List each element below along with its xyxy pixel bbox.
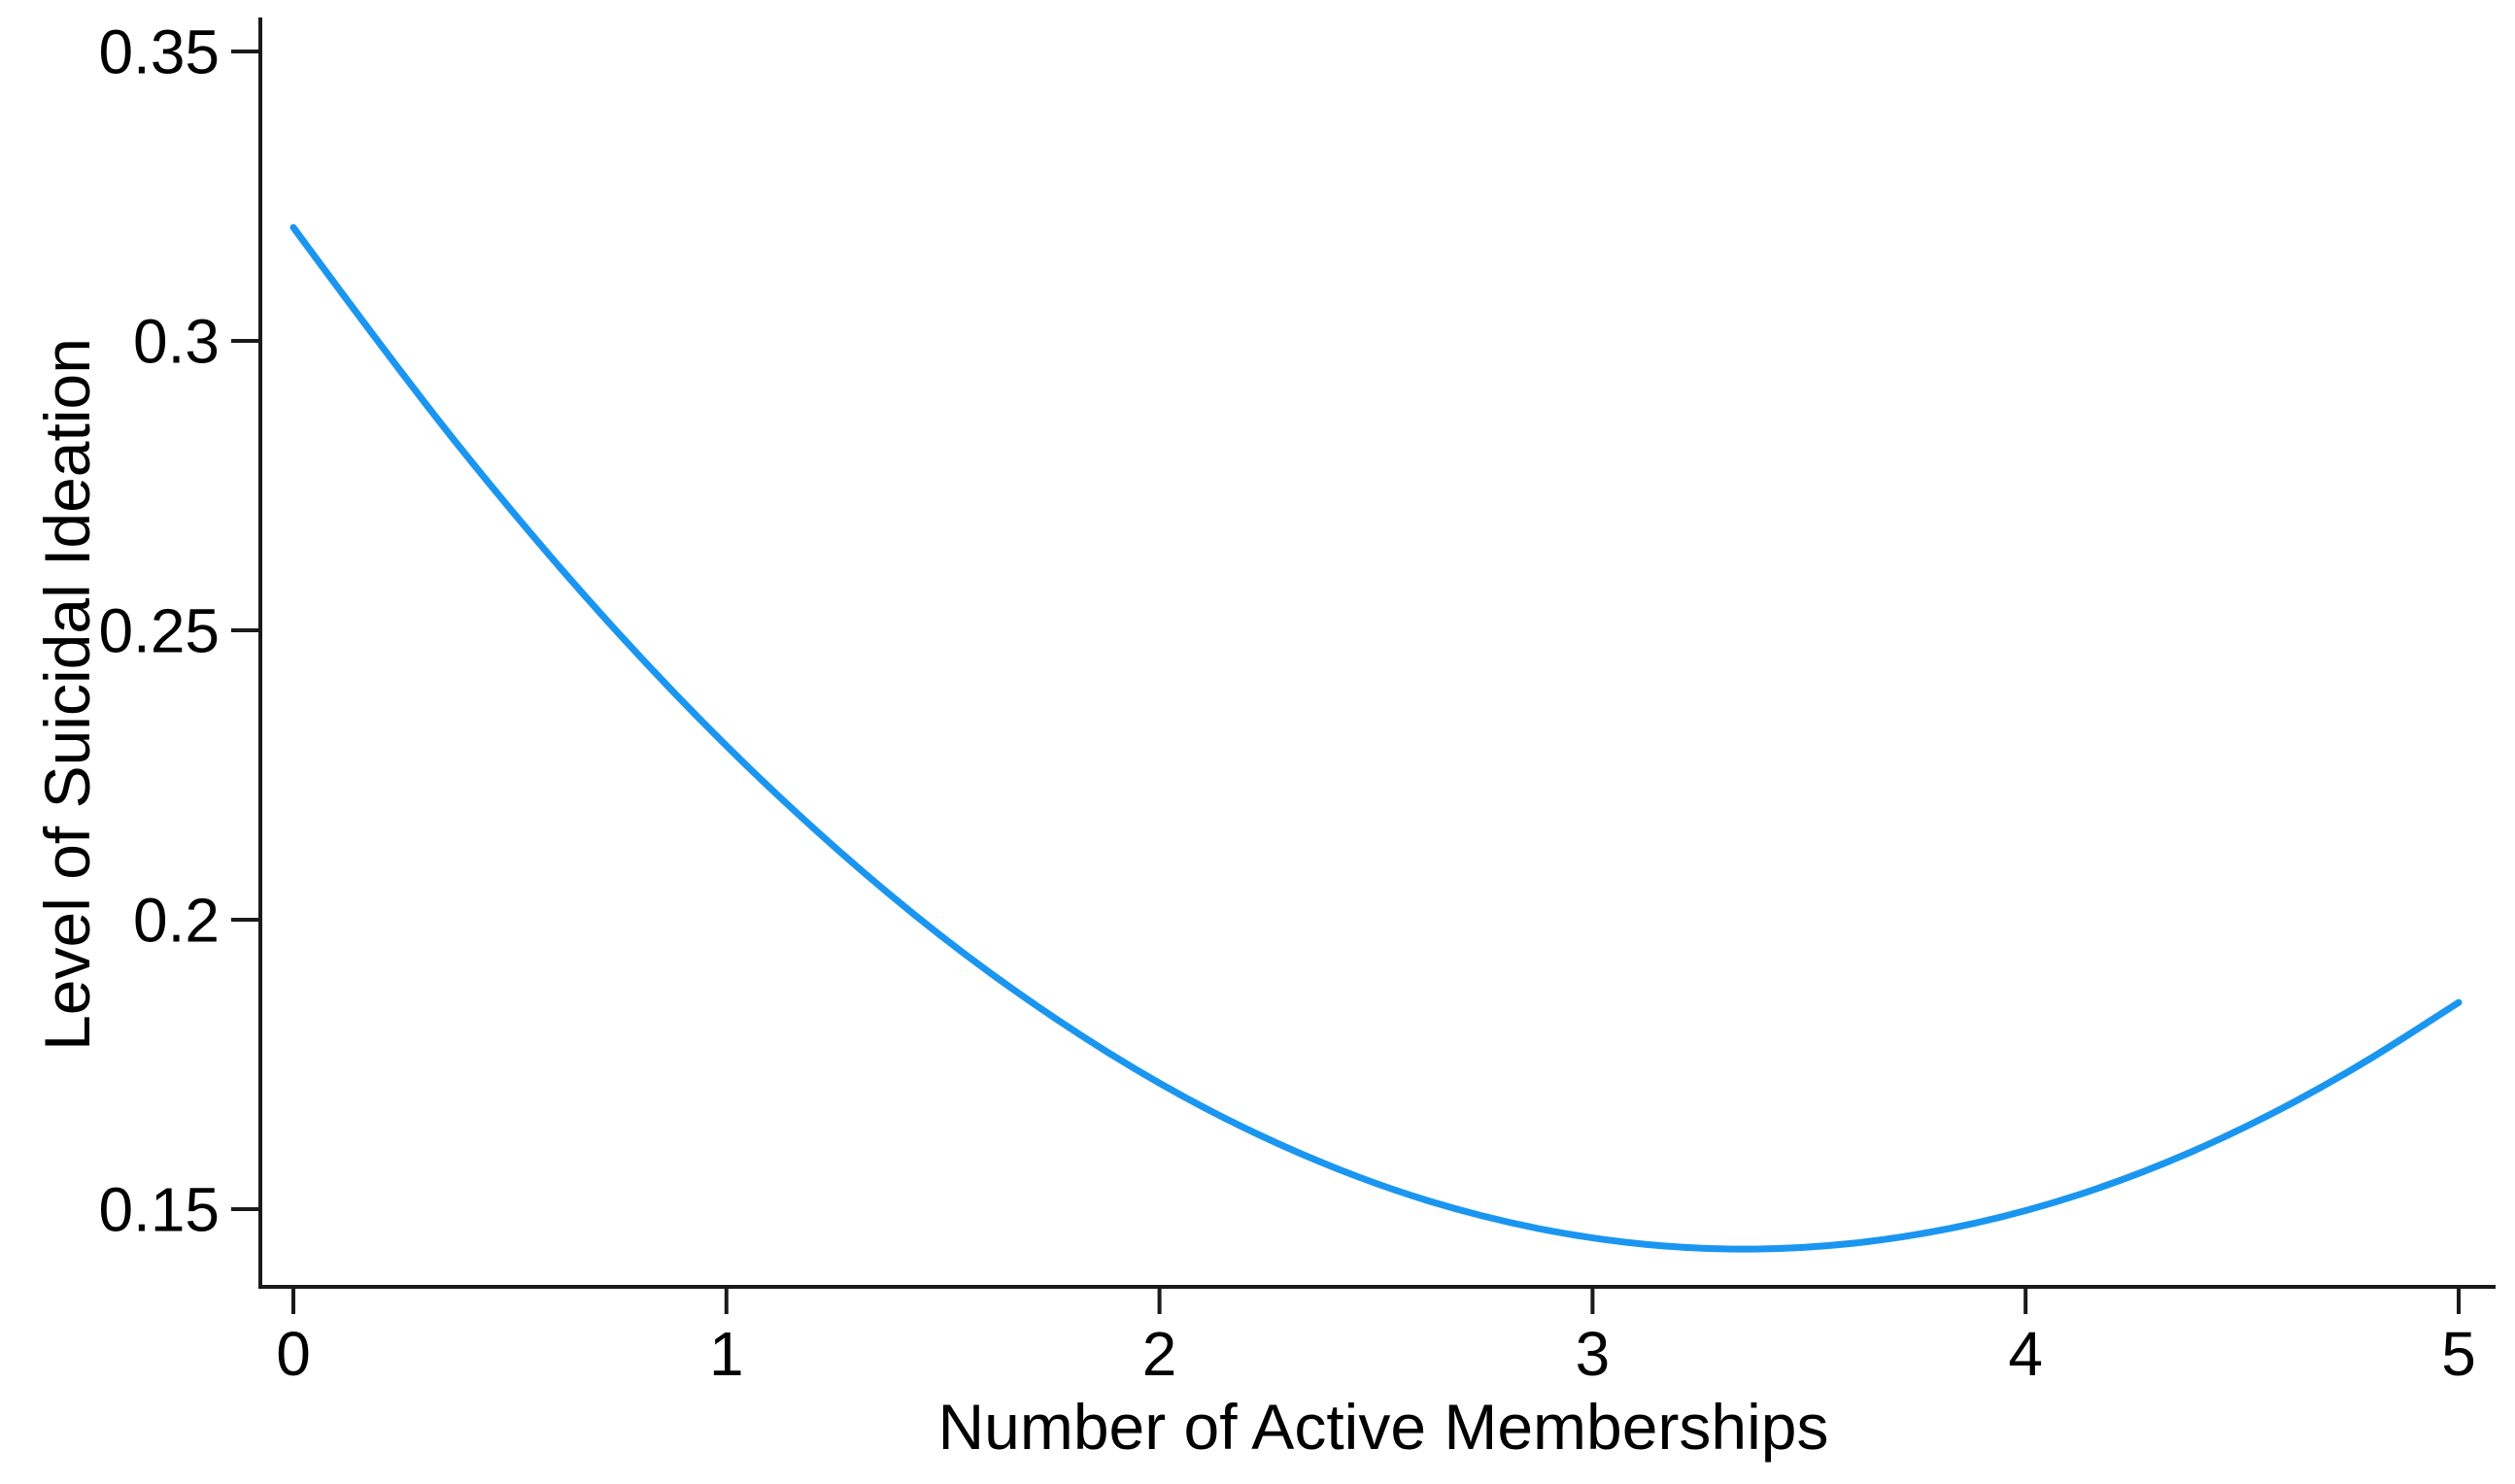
x-tick-label: 3 [1576, 1319, 1611, 1389]
y-axis-title: Level of Suicidal Ideation [31, 338, 103, 1051]
y-tick-label: 0.3 [133, 306, 220, 376]
x-axis-ticks: 0 1 2 3 4 5 [276, 1287, 2476, 1389]
y-tick-label: 0.25 [98, 595, 220, 665]
x-tick-label: 5 [2441, 1319, 2476, 1389]
x-tick-label: 0 [276, 1319, 311, 1389]
y-tick-label: 0.2 [133, 885, 220, 955]
y-tick-label: 0.35 [98, 17, 220, 86]
x-tick-label: 4 [2008, 1319, 2043, 1389]
y-tick-label: 0.15 [98, 1174, 220, 1244]
x-axis-title: Number of Active Memberships [937, 1391, 1828, 1463]
x-tick-label: 1 [709, 1319, 744, 1389]
data-series-line [289, 223, 2463, 1253]
y-axis-ticks: 0.15 0.2 0.25 0.3 0.35 [98, 17, 260, 1244]
x-tick-label: 2 [1142, 1319, 1177, 1389]
